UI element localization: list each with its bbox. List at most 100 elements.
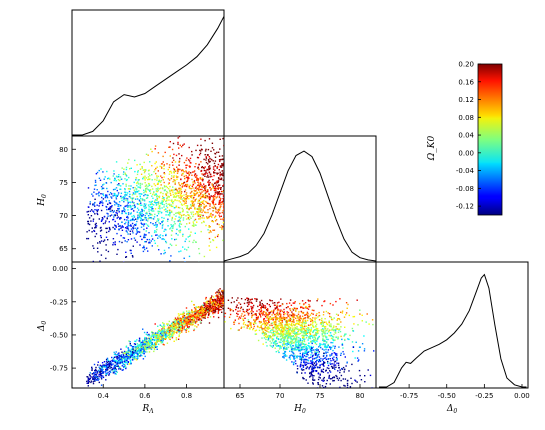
scatter-point bbox=[295, 332, 297, 334]
scatter-point bbox=[174, 317, 177, 319]
scatter-point bbox=[274, 325, 276, 327]
scatter-point bbox=[96, 204, 98, 206]
scatter-point bbox=[214, 301, 217, 304]
scatter-point bbox=[291, 313, 294, 315]
scatter-point bbox=[102, 202, 104, 204]
scatter-point bbox=[158, 218, 160, 220]
scatter-point bbox=[138, 340, 140, 342]
scatter-point bbox=[220, 308, 222, 311]
scatter-point bbox=[208, 215, 210, 218]
scatter-point bbox=[184, 248, 186, 250]
scatter-point bbox=[106, 196, 109, 199]
scatter-point bbox=[196, 178, 198, 180]
scatter-point bbox=[191, 316, 194, 318]
scatter-point bbox=[228, 316, 231, 318]
scatter-point bbox=[207, 174, 209, 177]
scatter-point bbox=[207, 163, 209, 165]
scatter-point bbox=[174, 188, 177, 191]
scatter-point bbox=[248, 308, 250, 310]
scatter-point bbox=[126, 216, 128, 218]
scatter-point bbox=[162, 155, 164, 158]
scatter-point bbox=[215, 181, 218, 183]
scatter-point bbox=[108, 374, 110, 376]
scatter-point bbox=[153, 204, 155, 206]
scatter-point bbox=[156, 166, 158, 168]
scatter-point bbox=[177, 330, 179, 332]
scatter-point bbox=[102, 222, 105, 225]
scatter-point bbox=[222, 218, 224, 220]
scatter-point bbox=[190, 316, 193, 319]
scatter-point bbox=[256, 317, 258, 319]
scatter-point bbox=[290, 318, 293, 320]
scatter-point bbox=[146, 213, 148, 215]
scatter-point bbox=[312, 379, 315, 381]
scatter-point bbox=[174, 179, 177, 182]
scatter-point bbox=[262, 330, 264, 333]
scatter-point bbox=[135, 218, 137, 220]
scatter-point bbox=[155, 203, 158, 206]
scatter-point bbox=[203, 308, 205, 311]
scatter-point bbox=[159, 208, 161, 210]
scatter-point bbox=[144, 205, 147, 207]
scatter-point bbox=[315, 331, 317, 334]
scatter-point bbox=[203, 304, 205, 307]
scatter-point bbox=[199, 188, 202, 191]
scatter-point bbox=[176, 332, 178, 334]
scatter-point bbox=[167, 168, 169, 171]
scatter-point bbox=[332, 304, 334, 306]
scatter-point bbox=[197, 181, 199, 183]
scatter-point bbox=[198, 306, 200, 308]
scatter-point bbox=[173, 221, 176, 223]
scatter-point bbox=[163, 199, 165, 201]
scatter-point bbox=[161, 335, 163, 337]
scatter-point bbox=[222, 302, 224, 304]
scatter-point bbox=[304, 333, 307, 335]
scatter-point bbox=[194, 166, 196, 168]
scatter-point bbox=[176, 199, 178, 202]
scatter-point bbox=[318, 358, 321, 361]
scatter-point bbox=[145, 197, 148, 199]
scatter-point bbox=[124, 356, 126, 358]
scatter-point bbox=[355, 341, 357, 343]
scatter-point bbox=[204, 308, 206, 310]
scatter-point bbox=[136, 195, 138, 198]
scatter-point bbox=[114, 361, 116, 364]
scatter-point bbox=[246, 312, 249, 314]
scatter-point bbox=[305, 379, 307, 381]
scatter-point bbox=[187, 316, 189, 318]
scatter-point bbox=[244, 324, 247, 326]
scatter-point bbox=[199, 209, 202, 211]
scatter-point bbox=[156, 341, 158, 344]
scatter-point bbox=[197, 195, 200, 198]
scatter-point bbox=[260, 316, 262, 318]
scatter-point bbox=[301, 321, 303, 324]
scatter-point bbox=[188, 165, 190, 167]
scatter-point bbox=[198, 318, 201, 320]
scatter-point bbox=[141, 346, 144, 348]
scatter-point bbox=[295, 346, 297, 348]
scatter-point bbox=[327, 351, 329, 353]
scatter-point bbox=[292, 355, 294, 357]
scatter-point bbox=[127, 229, 130, 231]
scatter-point bbox=[203, 217, 205, 219]
scatter-point bbox=[136, 164, 138, 166]
scatter-point bbox=[304, 364, 307, 366]
scatter-point bbox=[97, 369, 100, 372]
scatter-point bbox=[174, 327, 176, 329]
scatter-point bbox=[218, 169, 220, 171]
scatter-point bbox=[178, 319, 180, 322]
scatter-point bbox=[107, 365, 109, 367]
scatter-point bbox=[258, 312, 260, 314]
scatter-point bbox=[140, 354, 142, 356]
scatter-point bbox=[124, 178, 126, 180]
scatter-point bbox=[333, 365, 335, 367]
scatter-point bbox=[182, 235, 184, 237]
scatter-point bbox=[199, 152, 202, 154]
scatter-point bbox=[119, 356, 121, 358]
scatter-point bbox=[207, 309, 209, 312]
scatter-point bbox=[122, 196, 125, 198]
scatter-point bbox=[269, 340, 271, 342]
scatter-point bbox=[180, 216, 182, 218]
scatter-point bbox=[113, 351, 115, 354]
scatter-point bbox=[219, 300, 221, 303]
